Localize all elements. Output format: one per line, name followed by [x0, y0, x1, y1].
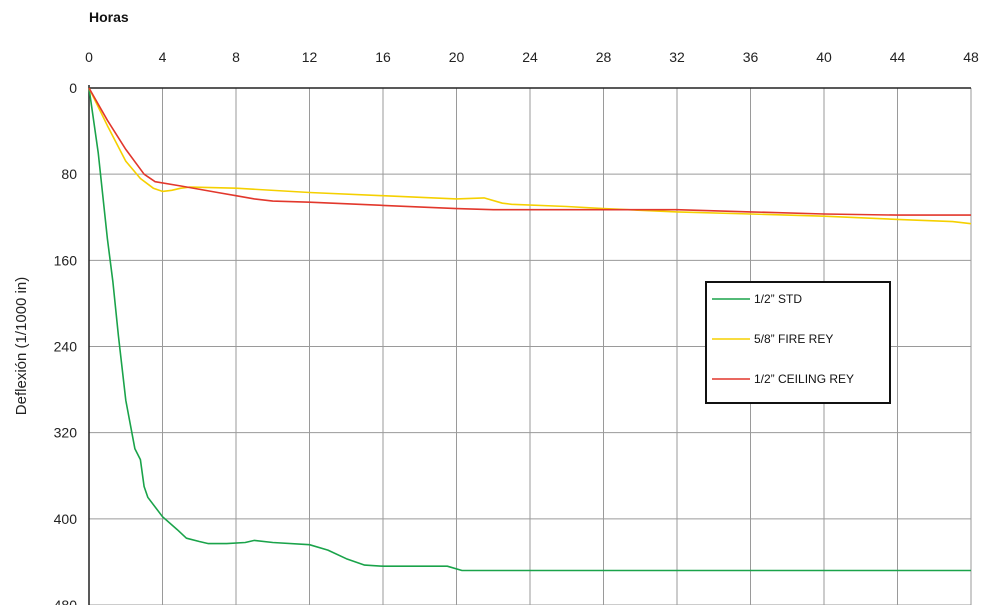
y-axis-title: Deflexión (1/1000 in)	[13, 277, 30, 415]
legend-label: 1/2” STD	[754, 292, 802, 306]
x-axis-title: Horas	[89, 9, 129, 25]
x-tick-label: 48	[963, 49, 979, 65]
y-tick-label: 240	[54, 339, 78, 355]
x-tick-label: 20	[449, 49, 465, 65]
x-tick-label: 40	[816, 49, 832, 65]
y-tick-label: 0	[69, 80, 77, 96]
legend-label: 5/8” FIRE REY	[754, 332, 833, 346]
x-tick-label: 8	[232, 49, 240, 65]
series-line	[88, 87, 971, 572]
legend-label: 1/2” CEILING REY	[754, 372, 854, 386]
series-line	[88, 87, 972, 225]
x-tick-label: 4	[159, 49, 167, 65]
series-line	[88, 87, 971, 216]
legend: 1/2” STD 5/8” FIRE REY 1/2” CEILING REY	[705, 281, 891, 404]
x-tick-label: 44	[890, 49, 906, 65]
x-tick-label: 32	[669, 49, 685, 65]
x-tick-label: 24	[522, 49, 538, 65]
y-tick-label: 80	[61, 166, 77, 182]
x-tick-label: 36	[743, 49, 759, 65]
y-tick-labels: 0 80 160 240 320 400 480	[54, 80, 78, 605]
x-tick-label: 16	[375, 49, 391, 65]
x-tick-label: 0	[85, 49, 93, 65]
y-tick-label: 160	[54, 252, 78, 268]
grid-lines	[89, 88, 972, 605]
x-tick-labels: 0 4 8 12 16 20 24 28 32 36 40 44 48	[85, 49, 979, 65]
axes	[88, 85, 971, 605]
x-tick-label: 12	[302, 49, 318, 65]
y-tick-label: 400	[54, 511, 78, 527]
y-tick-label: 480	[54, 597, 78, 605]
y-tick-label: 320	[54, 425, 78, 441]
x-tick-label: 28	[596, 49, 612, 65]
series-lines	[88, 87, 972, 572]
legend-box	[705, 281, 891, 404]
